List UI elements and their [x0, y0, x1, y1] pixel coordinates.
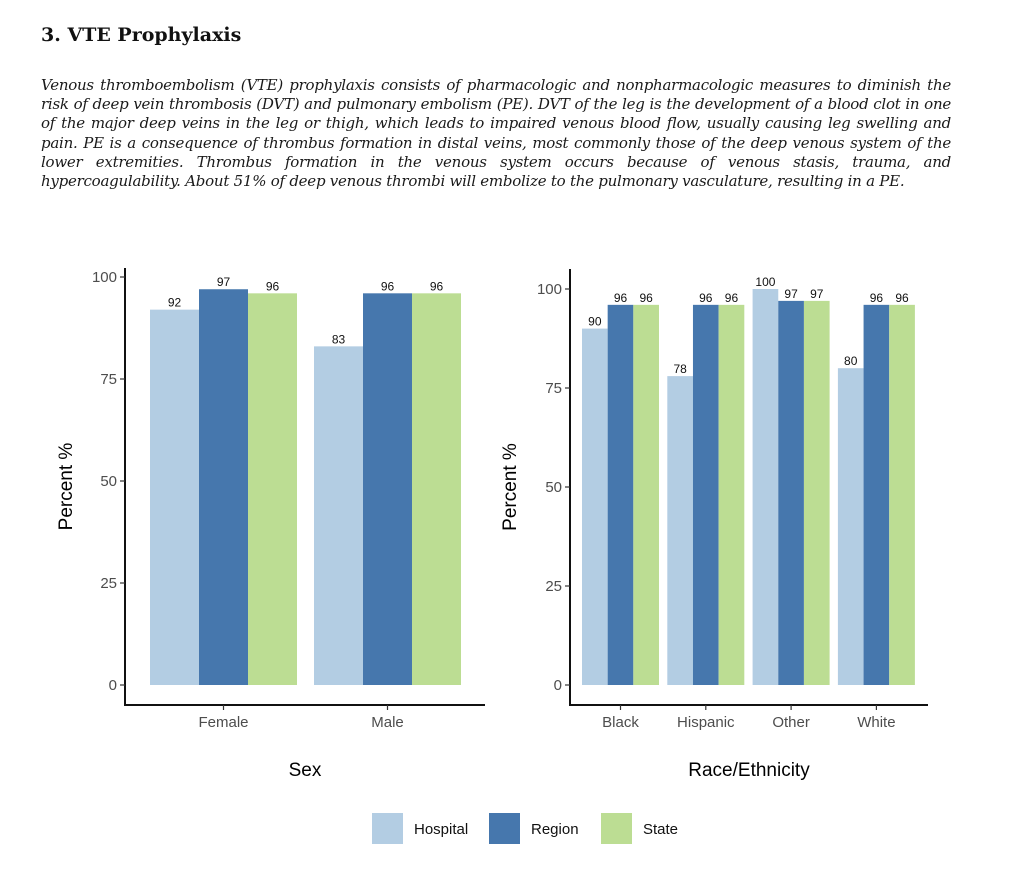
y-tick-label: 25 — [100, 575, 117, 592]
bar-region — [607, 304, 634, 685]
bar-state — [889, 304, 915, 685]
bar-value-label: 96 — [266, 279, 280, 293]
legend-label-region: Region — [531, 821, 579, 838]
y-tick-label: 0 — [554, 677, 562, 694]
bar-value-label: 97 — [810, 287, 824, 301]
x-tick-label: Other — [772, 714, 810, 731]
section-heading: 3. VTE Prophylaxis — [41, 24, 242, 46]
bar-value-label: 80 — [844, 354, 858, 368]
bar-state — [248, 293, 297, 685]
bar-value-label: 96 — [381, 279, 395, 293]
x-tick-label: Black — [602, 714, 639, 731]
legend-label-state: State — [643, 821, 678, 838]
y-tick-label: 100 — [537, 281, 562, 298]
bar-region — [778, 300, 804, 685]
bar-hospital — [582, 328, 608, 685]
legend-label-hospital: Hospital — [414, 821, 468, 838]
bar-hospital — [837, 368, 864, 685]
bar-value-label: 96 — [430, 279, 444, 293]
bar-hospital — [314, 346, 363, 685]
bar-value-label: 97 — [217, 275, 231, 289]
bar-value-label: 96 — [895, 291, 909, 305]
chart-by-race-ethnicity: 0 25 50 75 100 90 96 96 Black 78 96 96 Hispanic 100 97… — [500, 269, 928, 781]
bar-state — [718, 304, 745, 685]
y-tick-label: 50 — [545, 479, 562, 496]
bar-value-label: 92 — [168, 296, 182, 310]
bar-value-label: 96 — [614, 291, 628, 305]
y-tick-label: 100 — [92, 269, 117, 286]
x-tick-label: Female — [198, 714, 248, 731]
bar-value-label: 90 — [588, 315, 602, 329]
x-axis-title: Race/Ethnicity — [688, 760, 810, 781]
legend-swatch-state — [601, 813, 632, 844]
y-axis-title: Percent % — [500, 443, 521, 531]
y-tick-label: 25 — [545, 578, 562, 595]
bar-hospital — [752, 289, 779, 685]
bar-region — [863, 304, 890, 685]
intro-paragraph: Venous thromboembolism (VTE) prophylaxis… — [41, 76, 951, 191]
x-tick-label: Male — [371, 714, 404, 731]
bar-value-label: 96 — [639, 291, 653, 305]
bar-value-label: 96 — [725, 291, 739, 305]
chart-by-sex: 0 25 50 75 100 92 97 96 Female 83 96 96 Male Sex Perce… — [56, 268, 485, 781]
bar-value-label: 97 — [784, 287, 798, 301]
bar-state — [412, 293, 461, 685]
bar-hospital — [150, 309, 199, 685]
x-tick-label: Hispanic — [677, 714, 735, 731]
bar-value-label: 96 — [699, 291, 713, 305]
x-tick-label: White — [857, 714, 895, 731]
bar-state — [803, 300, 830, 685]
bar-hospital — [667, 376, 693, 685]
y-tick-label: 50 — [100, 473, 117, 490]
x-axis-title: Sex — [289, 760, 322, 781]
legend-swatch-hospital — [372, 813, 403, 844]
bar-value-label: 100 — [755, 275, 775, 289]
y-tick-label: 0 — [109, 677, 117, 694]
y-tick-label: 75 — [545, 380, 562, 397]
bar-value-label: 78 — [673, 362, 687, 376]
bar-value-label: 83 — [332, 332, 346, 346]
bar-value-label: 96 — [870, 291, 884, 305]
y-tick-label: 75 — [100, 371, 117, 388]
bar-region — [199, 289, 248, 685]
y-axis-title: Percent % — [56, 443, 77, 531]
legend-swatch-region — [489, 813, 520, 844]
bar-region — [692, 304, 719, 685]
legend: Hospital Region State — [372, 813, 678, 844]
bar-state — [633, 304, 659, 685]
bar-region — [363, 293, 412, 685]
